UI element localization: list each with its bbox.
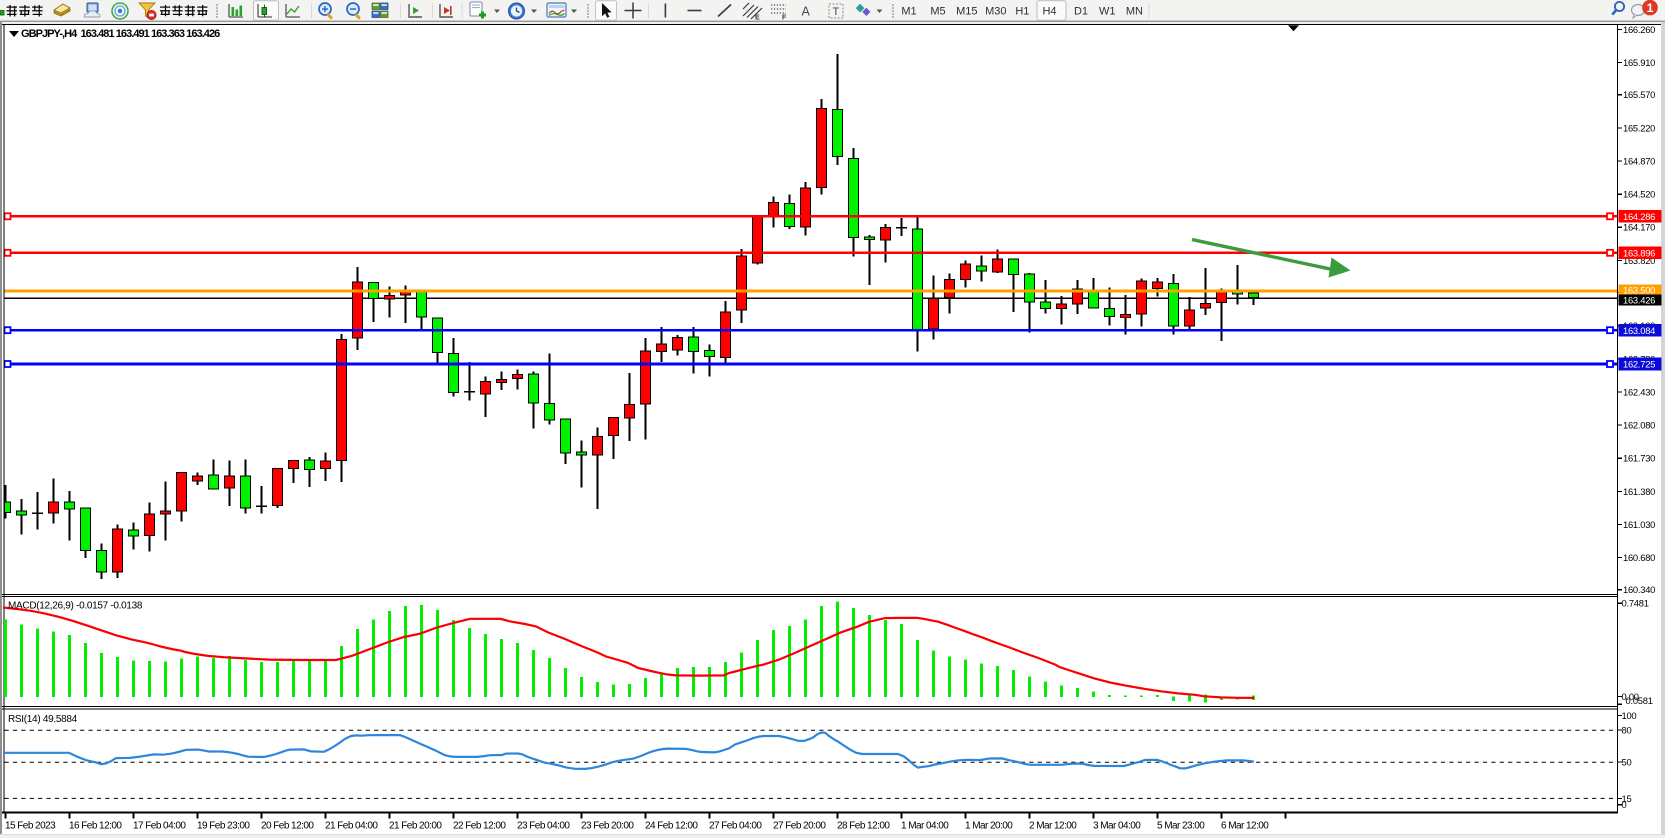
svg-text:164.520: 164.520 <box>1623 189 1655 200</box>
svg-text:163.426: 163.426 <box>1623 295 1655 306</box>
svg-text:17 Feb 04:00: 17 Feb 04:00 <box>133 820 186 831</box>
svg-text:1 Mar 04:00: 1 Mar 04:00 <box>901 820 949 831</box>
svg-text:M15: M15 <box>956 5 977 17</box>
svg-text:MACD(12,26,9) -0.0157 -0.0138: MACD(12,26,9) -0.0157 -0.0138 <box>8 601 143 612</box>
svg-text:27 Feb 04:00: 27 Feb 04:00 <box>709 820 762 831</box>
svg-text:0.00: 0.00 <box>1622 691 1639 702</box>
svg-text:27 Feb 20:00: 27 Feb 20:00 <box>773 820 826 831</box>
svg-text:15: 15 <box>1622 793 1632 804</box>
svg-text:F: F <box>782 15 787 22</box>
svg-text:5 Mar 23:00: 5 Mar 23:00 <box>1157 820 1205 831</box>
svg-text:23 Feb 20:00: 23 Feb 20:00 <box>581 820 634 831</box>
svg-text:23 Feb 04:00: 23 Feb 04:00 <box>517 820 570 831</box>
svg-text:16 Feb 12:00: 16 Feb 12:00 <box>69 820 122 831</box>
svg-text:21 Feb 20:00: 21 Feb 20:00 <box>389 820 442 831</box>
svg-text:E: E <box>755 15 760 22</box>
svg-text:163.084: 163.084 <box>1623 325 1655 336</box>
svg-text:MN: MN <box>1126 5 1143 17</box>
svg-text:165.570: 165.570 <box>1623 89 1655 100</box>
svg-text:163.500: 163.500 <box>1623 285 1655 296</box>
svg-text:22 Feb 12:00: 22 Feb 12:00 <box>453 820 506 831</box>
svg-text:3 Mar 04:00: 3 Mar 04:00 <box>1093 820 1141 831</box>
svg-text:162.430: 162.430 <box>1623 386 1655 397</box>
svg-text:100: 100 <box>1622 710 1637 721</box>
svg-text:15 Feb 2023: 15 Feb 2023 <box>5 820 56 831</box>
svg-text:19 Feb 23:00: 19 Feb 23:00 <box>197 820 250 831</box>
svg-text:165.910: 165.910 <box>1623 57 1655 68</box>
svg-text:M30: M30 <box>985 5 1006 17</box>
svg-text:160.680: 160.680 <box>1623 552 1655 563</box>
svg-text:W1: W1 <box>1099 5 1116 17</box>
svg-text:2 Mar 12:00: 2 Mar 12:00 <box>1029 820 1077 831</box>
svg-text:0: 0 <box>1622 799 1627 810</box>
svg-text:T: T <box>833 6 840 18</box>
svg-text:1: 1 <box>1647 1 1654 15</box>
svg-text:160.340: 160.340 <box>1623 584 1655 595</box>
svg-text:166.260: 166.260 <box>1623 24 1655 35</box>
svg-text:163.820: 163.820 <box>1623 255 1655 266</box>
svg-text:M1: M1 <box>901 5 916 17</box>
svg-text:0.0581: 0.0581 <box>1626 695 1653 706</box>
svg-text:165.220: 165.220 <box>1623 122 1655 133</box>
svg-text:164.870: 164.870 <box>1623 156 1655 167</box>
svg-text:21 Feb 04:00: 21 Feb 04:00 <box>325 820 378 831</box>
svg-text:50: 50 <box>1622 756 1632 767</box>
svg-text:24 Feb 12:00: 24 Feb 12:00 <box>645 820 698 831</box>
svg-text:80: 80 <box>1622 725 1632 736</box>
svg-text:6 Mar 12:00: 6 Mar 12:00 <box>1221 820 1269 831</box>
svg-text:161.030: 161.030 <box>1623 519 1655 530</box>
svg-text:M5: M5 <box>930 5 945 17</box>
svg-text:H4: H4 <box>1042 5 1056 17</box>
svg-text:162.080: 162.080 <box>1623 420 1655 431</box>
svg-text:0.7481: 0.7481 <box>1622 597 1649 608</box>
svg-text:164.286: 164.286 <box>1623 211 1655 222</box>
svg-text:A: A <box>802 5 811 19</box>
svg-text:D1: D1 <box>1074 5 1088 17</box>
svg-text:RSI(14) 49.5884: RSI(14) 49.5884 <box>8 714 78 725</box>
svg-text:28 Feb 12:00: 28 Feb 12:00 <box>837 820 890 831</box>
svg-text:162.725: 162.725 <box>1623 359 1655 370</box>
svg-text:H1: H1 <box>1015 5 1029 17</box>
svg-text:161.730: 161.730 <box>1623 453 1655 464</box>
svg-text:161.380: 161.380 <box>1623 486 1655 497</box>
svg-text:164.170: 164.170 <box>1623 222 1655 233</box>
svg-text:163.896: 163.896 <box>1623 247 1655 258</box>
svg-text:1 Mar 20:00: 1 Mar 20:00 <box>965 820 1013 831</box>
svg-text:20 Feb 12:00: 20 Feb 12:00 <box>261 820 314 831</box>
